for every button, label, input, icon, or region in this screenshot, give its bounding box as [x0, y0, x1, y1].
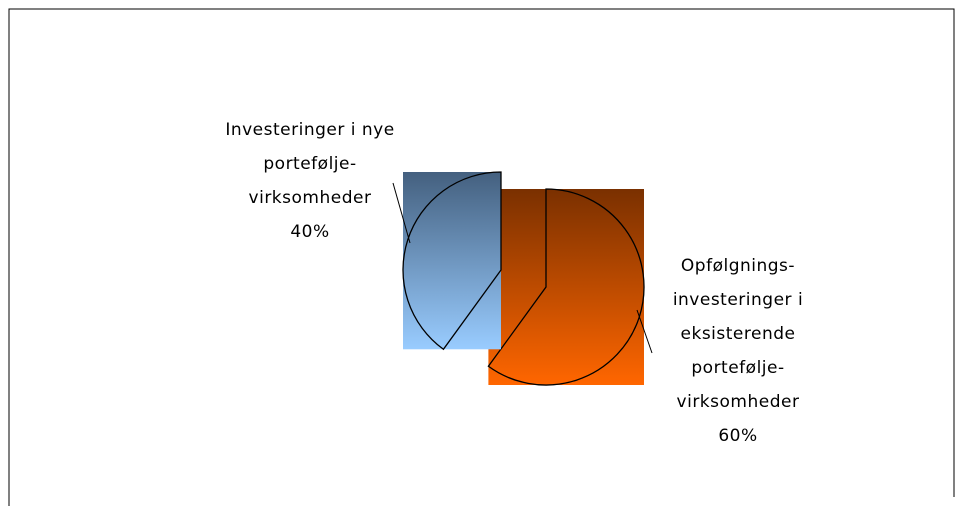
slice-fill-box	[403, 172, 501, 350]
chart-frame	[8, 8, 955, 506]
slice-label: Opfølgnings-investeringer i eksisterende…	[650, 249, 826, 453]
slice-label-value: 60%	[718, 426, 758, 446]
slice-label-value: 40%	[290, 222, 330, 242]
slice-fill-box	[488, 189, 644, 385]
slice-label-name: Investeringer i nye portefølje-virksomhe…	[225, 120, 395, 208]
leader-line	[636, 309, 653, 354]
leader-line	[392, 182, 411, 244]
slice-label: Investeringer i nye portefølje-virksomhe…	[222, 113, 398, 249]
slice-label-name: Opfølgnings-investeringer i eksisterende…	[672, 256, 804, 412]
slices	[402, 171, 645, 386]
pie-slice	[402, 171, 502, 351]
